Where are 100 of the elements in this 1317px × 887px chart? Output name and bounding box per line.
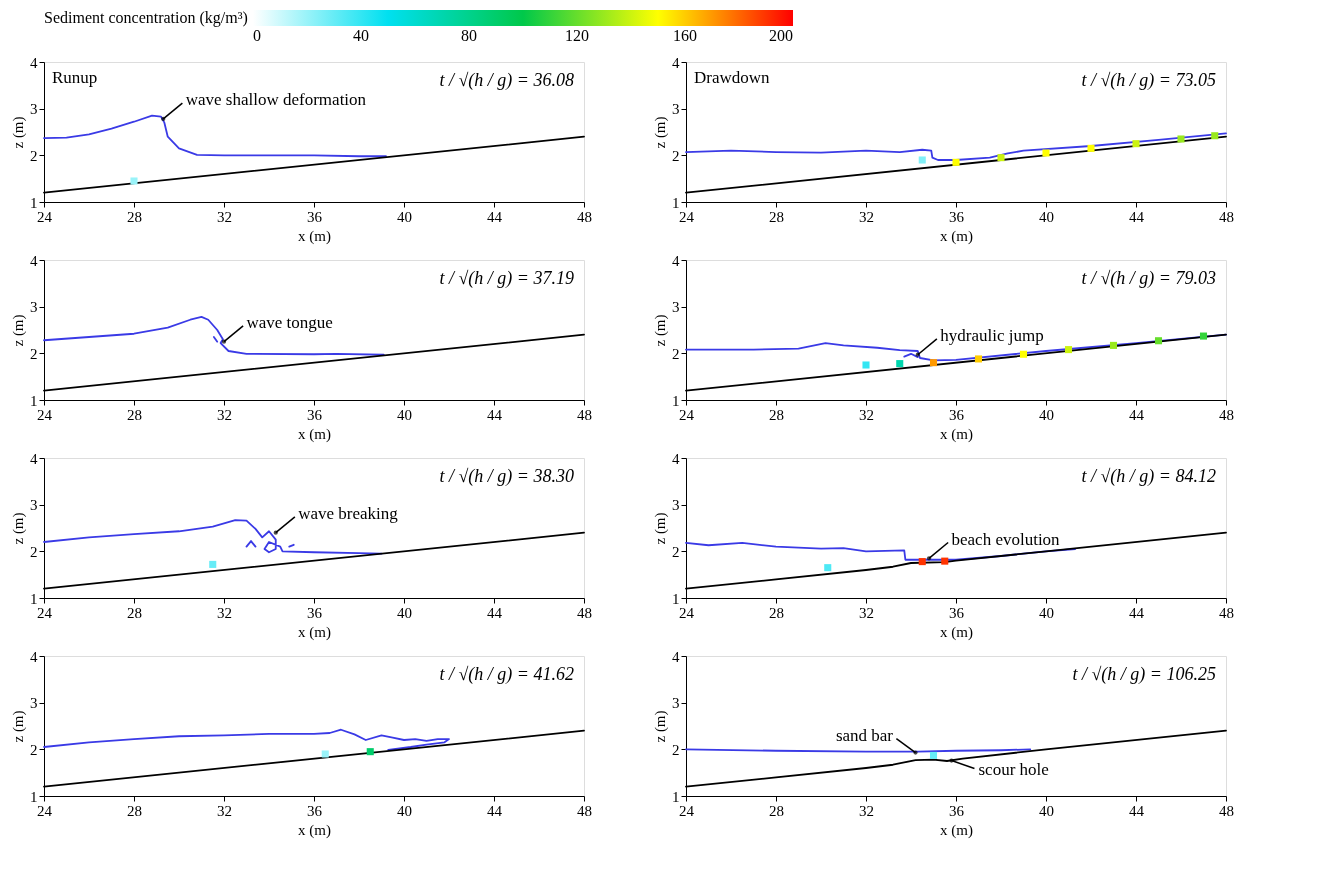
x-tick-label: 36 bbox=[949, 604, 965, 621]
x-tick-label: 36 bbox=[307, 208, 323, 225]
y-tick-label: 3 bbox=[30, 695, 38, 712]
y-tick-label: 3 bbox=[672, 695, 680, 712]
chart-subtitle: t / √(h / g) = 84.12 bbox=[1081, 466, 1216, 487]
x-tick-label: 48 bbox=[577, 406, 592, 423]
x-tick-label: 24 bbox=[679, 208, 695, 225]
x-tick-label: 44 bbox=[1129, 802, 1145, 819]
annotation: sand bar bbox=[835, 726, 894, 746]
x-tick-label: 32 bbox=[859, 406, 874, 423]
x-tick-label: 28 bbox=[769, 604, 784, 621]
x-tick-label: 28 bbox=[127, 802, 142, 819]
x-tick-label: 32 bbox=[217, 802, 232, 819]
x-tick-label: 48 bbox=[1219, 802, 1234, 819]
y-tick-label: 1 bbox=[30, 788, 38, 805]
x-tick-label: 24 bbox=[37, 802, 53, 819]
x-tick-label: 28 bbox=[769, 208, 784, 225]
x-tick-label: 40 bbox=[397, 604, 412, 621]
x-tick-label: 32 bbox=[217, 604, 232, 621]
color-bar-label: 40 bbox=[353, 27, 369, 44]
annotation: wave breaking bbox=[298, 504, 399, 523]
y-tick-label: 3 bbox=[672, 101, 680, 118]
y-tick-label: 3 bbox=[30, 299, 38, 316]
x-tick-label: 48 bbox=[577, 604, 592, 621]
annotation: beach evolution bbox=[951, 529, 1061, 549]
y-tick-label: 2 bbox=[30, 741, 38, 758]
x-tick-label: 24 bbox=[37, 406, 53, 423]
y-tick-label: 4 bbox=[30, 252, 38, 269]
y-axis-title: z (m) bbox=[652, 710, 669, 743]
y-tick-label: 4 bbox=[672, 252, 680, 269]
y-tick-label: 3 bbox=[672, 299, 680, 316]
x-tick-label: 44 bbox=[487, 208, 503, 225]
color-bar-label: 0 bbox=[253, 27, 261, 44]
x-tick-label: 40 bbox=[397, 208, 412, 225]
y-tick-label: 3 bbox=[672, 497, 680, 514]
x-tick-label: 48 bbox=[1219, 208, 1234, 225]
y-tick-label: 2 bbox=[30, 345, 38, 362]
y-tick-label: 1 bbox=[672, 194, 680, 211]
x-tick-label: 36 bbox=[949, 406, 965, 423]
x-tick-label: 32 bbox=[859, 208, 874, 225]
x-axis-title: x (m) bbox=[940, 623, 973, 641]
x-tick-label: 36 bbox=[307, 802, 323, 819]
chart-title: Runup bbox=[52, 68, 98, 87]
y-tick-label: 1 bbox=[672, 788, 680, 805]
color-bar-label: 160 bbox=[673, 27, 697, 44]
x-tick-label: 40 bbox=[1039, 208, 1054, 225]
chart-title: Drawdown bbox=[694, 68, 771, 87]
x-tick-label: 24 bbox=[37, 604, 53, 621]
x-tick-label: 40 bbox=[397, 802, 412, 819]
y-axis-title: z (m) bbox=[652, 116, 669, 149]
x-axis-title: x (m) bbox=[298, 425, 331, 443]
y-tick-label: 4 bbox=[672, 450, 680, 467]
annotation: scour hole bbox=[978, 759, 1049, 779]
x-tick-label: 48 bbox=[577, 208, 592, 225]
x-tick-label: 28 bbox=[127, 208, 142, 225]
x-tick-label: 48 bbox=[577, 802, 592, 819]
y-tick-label: 4 bbox=[30, 450, 38, 467]
annotation: wave shallow deformation bbox=[185, 90, 367, 110]
x-tick-label: 36 bbox=[949, 802, 965, 819]
y-tick-label: 4 bbox=[30, 54, 38, 71]
color-bar-title: Sediment concentration (kg/m³) bbox=[44, 9, 248, 27]
y-axis-title: z (m) bbox=[652, 512, 669, 545]
x-tick-label: 48 bbox=[1219, 406, 1234, 423]
color-bar-label: 120 bbox=[565, 27, 589, 44]
x-axis-title: x (m) bbox=[940, 425, 973, 443]
x-tick-label: 44 bbox=[487, 406, 503, 423]
y-tick-label: 1 bbox=[672, 590, 680, 607]
annotation: hydraulic jump bbox=[940, 326, 1044, 346]
y-tick-label: 1 bbox=[30, 590, 38, 607]
y-axis-title: z (m) bbox=[10, 314, 27, 347]
x-axis-title: x (m) bbox=[298, 623, 331, 641]
x-tick-label: 44 bbox=[1129, 604, 1145, 621]
y-axis-title: z (m) bbox=[10, 710, 27, 743]
x-axis-title: x (m) bbox=[298, 821, 331, 839]
x-axis-title: x (m) bbox=[940, 227, 973, 245]
y-tick-label: 3 bbox=[30, 497, 38, 514]
x-tick-label: 44 bbox=[1129, 406, 1145, 423]
chart-subtitle: t / √(h / g) = 36.08 bbox=[439, 70, 574, 91]
x-tick-label: 28 bbox=[769, 406, 784, 423]
x-tick-label: 24 bbox=[679, 604, 695, 621]
y-tick-label: 2 bbox=[30, 147, 38, 164]
annotation: wave tongue bbox=[246, 313, 333, 332]
chart-subtitle: t / √(h / g) = 37.19 bbox=[439, 268, 574, 289]
x-tick-label: 32 bbox=[217, 208, 232, 225]
x-tick-label: 24 bbox=[679, 802, 695, 819]
chart-subtitle: t / √(h / g) = 79.03 bbox=[1081, 268, 1216, 289]
x-axis-title: x (m) bbox=[940, 821, 973, 839]
y-tick-label: 3 bbox=[30, 101, 38, 118]
chart-subtitle: t / √(h / g) = 106.25 bbox=[1072, 664, 1216, 685]
x-tick-label: 36 bbox=[307, 406, 323, 423]
color-bar-label: 200 bbox=[769, 27, 793, 44]
x-tick-label: 24 bbox=[679, 406, 695, 423]
x-tick-label: 40 bbox=[397, 406, 412, 423]
y-tick-label: 1 bbox=[30, 194, 38, 211]
y-tick-label: 2 bbox=[672, 543, 680, 560]
y-tick-label: 2 bbox=[672, 345, 680, 362]
y-tick-label: 4 bbox=[672, 648, 680, 665]
x-tick-label: 32 bbox=[217, 406, 232, 423]
x-tick-label: 32 bbox=[859, 604, 874, 621]
x-tick-label: 28 bbox=[127, 604, 142, 621]
